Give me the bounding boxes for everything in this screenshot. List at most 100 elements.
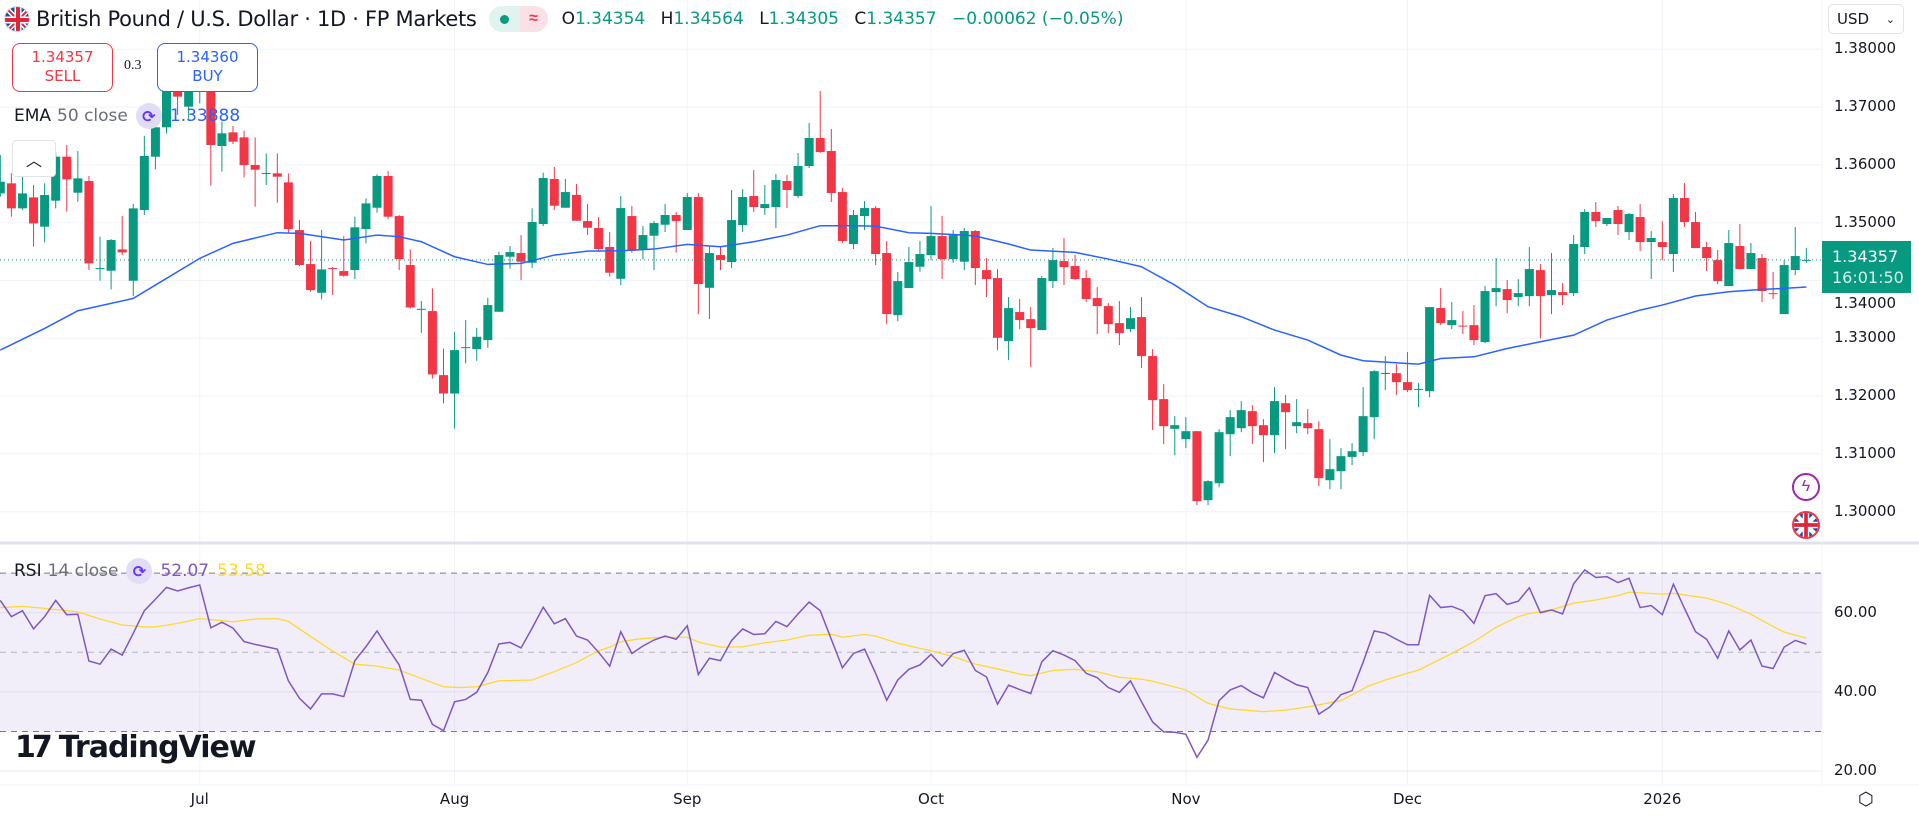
rsi-name: RSI [14,561,42,581]
candle-body [117,249,127,253]
rsi-ma-value: 53.58 [217,561,266,581]
candle [616,196,626,286]
candle [527,208,537,269]
candle [649,221,659,271]
price-tick-label: 1.38000 [1834,39,1897,58]
candle [682,193,692,231]
rsi-params: 14 close [47,561,119,581]
tradingview-logo[interactable]: 17 TradingView [15,730,257,765]
candle [1679,183,1689,228]
market-status[interactable]: ≈ [488,6,548,32]
sell-button[interactable]: 1.34357 SELL [12,43,113,92]
candle [1292,399,1302,434]
candle-body [948,235,958,260]
candle [771,174,781,229]
candle [516,235,526,281]
candle-body [937,236,947,260]
candle [1668,194,1678,273]
uk-flag-event-icon[interactable] [1792,511,1820,539]
candle-body [1325,469,1335,481]
price-tick-label: 1.30000 [1834,501,1897,520]
buy-button[interactable]: 1.34360 BUY [157,43,258,92]
candle [1258,419,1268,463]
candle [405,249,415,309]
candle [272,153,282,203]
candle [627,206,637,253]
candle [1569,235,1579,297]
last-price: 1.34357 [1832,247,1899,266]
candle-body [926,236,936,256]
candle [1037,276,1047,331]
ema-legend[interactable]: EMA 50 close ⟳ 1.33888 [14,103,240,129]
candle-body [660,215,670,225]
refresh-icon[interactable]: ⟳ [126,558,153,584]
candle [1480,286,1490,344]
candle [350,216,360,280]
high-label: H [660,9,674,29]
candle [837,188,847,244]
candle-body [1303,423,1313,429]
low-label: L [759,9,769,29]
candle-body [150,127,160,157]
candle-body [1757,258,1767,292]
candle [749,170,759,213]
candle [1148,349,1158,431]
candle [1281,395,1291,450]
candle-body [405,265,415,308]
candle [206,78,216,186]
refresh-icon[interactable]: ⟳ [135,103,162,129]
candle [1048,248,1058,289]
candle [1513,279,1523,307]
candle-body [1048,260,1058,282]
candle [40,183,50,243]
candle [1458,311,1468,335]
candle-body [1314,429,1324,479]
price-tick-label: 1.37000 [1834,97,1897,116]
candle-body [1258,425,1268,436]
candle [738,189,748,233]
candle-body [560,192,570,208]
settings-hexagon-icon[interactable]: ⬡ [1858,789,1874,809]
lightning-icon[interactable]: ϟ [1792,473,1820,501]
candle-body [871,208,881,255]
candle-body [815,138,825,153]
candle-body [162,89,171,128]
candle [1325,439,1335,490]
candle-body [549,179,559,206]
rsi-legend[interactable]: RSI 14 close ⟳ 52.07 53.58 [14,558,266,584]
collapse-legend-button[interactable]: ︿ [12,140,56,177]
rsi-ma-line [0,591,1807,713]
candle-body [184,83,194,107]
candle-body [693,197,703,285]
candle [450,332,460,429]
candle [139,136,149,216]
candle-body [1347,451,1357,457]
candle [328,266,338,296]
candle [981,258,991,298]
candle [937,216,947,280]
candle-body [450,350,460,394]
candle-body [1713,260,1723,282]
candle [239,130,249,178]
buy-label: BUY [192,67,223,85]
candle-body [804,138,814,166]
candle [915,241,925,272]
candle-body [1724,243,1734,287]
currency-select[interactable]: USD ⌄ [1828,4,1904,34]
candle-body [1148,356,1158,401]
candle-body [1558,292,1568,296]
pane-frame [0,0,1919,786]
candle [1790,227,1800,276]
price-tick-label: 1.35000 [1834,212,1897,231]
candle [1314,421,1324,487]
candle-body [1513,293,1523,298]
candle-body [1768,293,1778,295]
candle-body [1037,278,1047,331]
candle-body [439,375,448,394]
candle [62,145,72,212]
candle-body [372,175,382,208]
symbol-title[interactable]: British Pound / U.S. Dollar · 1D · FP Ma… [36,7,477,31]
close-label: C [854,9,867,29]
candle-body [516,253,526,262]
